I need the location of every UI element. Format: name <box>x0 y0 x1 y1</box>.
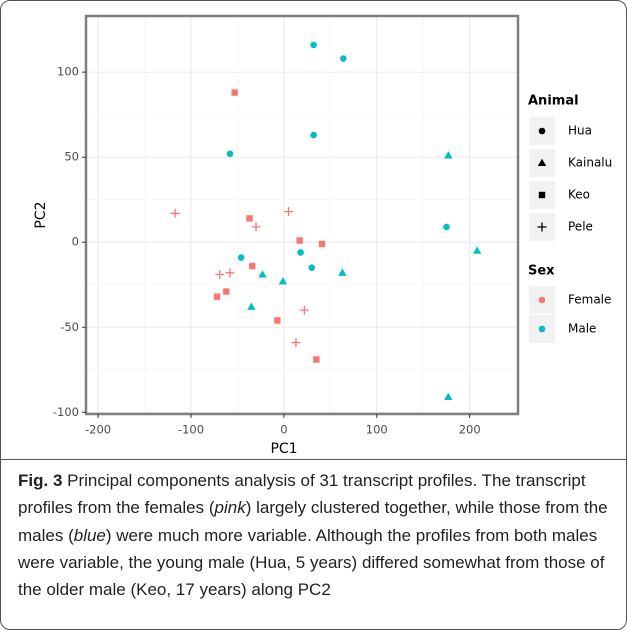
x-tick-label: 100 <box>366 423 388 437</box>
caption-text: blue <box>73 525 106 545</box>
legend-label: Hua <box>568 124 592 138</box>
legend-label: Kainalu <box>568 156 612 170</box>
point <box>215 270 225 280</box>
point <box>213 293 221 300</box>
point <box>170 208 180 218</box>
y-tick-label: -100 <box>53 405 79 419</box>
y-tick-label: 50 <box>64 150 79 164</box>
point <box>246 215 253 222</box>
y-tick-label: 100 <box>57 65 79 79</box>
point <box>308 264 316 272</box>
legend-symbol <box>538 325 546 333</box>
legend-title: Animal <box>528 94 579 109</box>
point <box>299 305 309 315</box>
point <box>251 222 261 232</box>
caption-text: pink <box>214 498 246 518</box>
point <box>274 317 281 324</box>
point <box>291 338 301 348</box>
point <box>278 277 288 285</box>
legend-symbol <box>537 158 547 166</box>
legend-label: Male <box>568 322 596 336</box>
legend-symbol <box>537 222 547 232</box>
x-tick-label: 200 <box>459 423 481 437</box>
point <box>472 246 482 254</box>
legend-title: Sex <box>528 264 555 279</box>
separator <box>1 459 626 460</box>
legend-label: Pele <box>568 220 593 234</box>
point <box>231 89 238 96</box>
point <box>247 302 256 310</box>
point <box>296 237 303 244</box>
caption-label: Fig. 3 <box>18 471 63 490</box>
point <box>318 240 326 248</box>
point <box>310 131 317 139</box>
legend-symbol <box>538 127 546 135</box>
point <box>258 270 267 278</box>
point <box>226 150 234 158</box>
point <box>237 254 245 261</box>
legend-label: Female <box>568 293 611 307</box>
x-tick-label: -100 <box>178 423 204 437</box>
point <box>444 392 453 400</box>
point <box>249 262 256 270</box>
point <box>444 151 453 159</box>
legend-label: Keo <box>568 188 590 202</box>
point <box>338 268 347 276</box>
caption-text: ) were much more variable. Although the … <box>18 525 605 600</box>
legend-symbol <box>538 191 546 199</box>
caption: Fig. 3 Principal components analysis of … <box>18 467 614 603</box>
point <box>223 288 230 295</box>
caption-text: Principal components analysis of 31 tran… <box>18 471 586 518</box>
point <box>443 223 450 231</box>
y-axis-title: PC2 <box>33 201 49 228</box>
point <box>313 356 320 363</box>
chart: PC1 PC2 Animal Sex -200 -100 0 100 200 -100 -5… <box>33 14 612 457</box>
point <box>284 207 294 217</box>
x-tick-label: 0 <box>280 423 287 437</box>
point <box>225 268 235 278</box>
point <box>340 55 347 62</box>
x-axis-title: PC1 <box>270 441 297 457</box>
panel <box>86 16 518 414</box>
panel-border <box>84 14 520 416</box>
point <box>297 249 304 256</box>
point <box>310 41 317 49</box>
x-tick-label: -200 <box>85 423 111 437</box>
y-tick-label: 0 <box>72 235 79 249</box>
y-tick-label: -50 <box>60 320 79 334</box>
caption-text: ) largely clustered together, while thos… <box>18 498 608 545</box>
legend-symbol <box>538 296 546 304</box>
